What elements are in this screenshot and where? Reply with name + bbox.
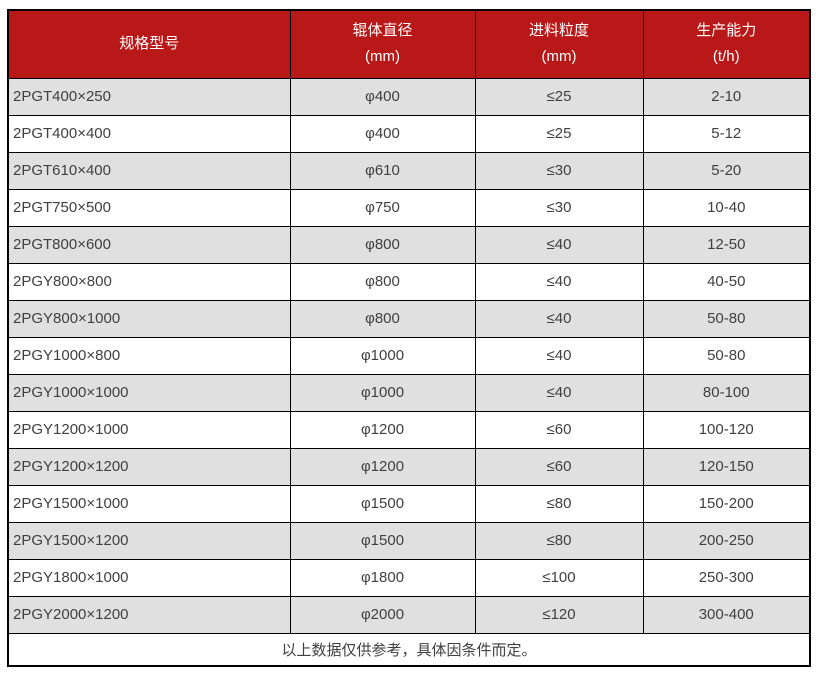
cell-capacity: 300-400 [642, 595, 811, 634]
table-body: 2PGT400×250 φ400 ≤25 2-10 2PGT400×400 φ4… [7, 77, 811, 634]
cell-feed-size: ≤80 [474, 484, 644, 523]
table-row: 2PGY800×800 φ800 ≤40 40-50 [7, 262, 811, 301]
cell-feed-size: ≤30 [474, 188, 644, 227]
cell-feed-size: ≤40 [474, 336, 644, 375]
cell-capacity: 5-20 [642, 151, 811, 190]
header-model-title: 规格型号 [119, 34, 180, 52]
header-model: 规格型号 [7, 9, 291, 79]
table-header: 规格型号 辊体直径 (mm) 进料粒度 (mm) 生产能力 (t/h) [7, 9, 811, 79]
cell-diameter: φ1500 [289, 484, 476, 523]
table-row: 2PGY2000×1200 φ2000 ≤120 300-400 [7, 595, 811, 634]
cell-feed-size: ≤25 [474, 114, 644, 153]
cell-capacity: 80-100 [642, 373, 811, 412]
header-capacity: 生产能力 (t/h) [642, 9, 811, 79]
cell-feed-size: ≤60 [474, 410, 644, 449]
cell-model: 2PGT400×250 [7, 77, 291, 116]
cell-diameter: φ800 [289, 225, 476, 264]
cell-capacity: 12-50 [642, 225, 811, 264]
spec-table-container: 规格型号 辊体直径 (mm) 进料粒度 (mm) 生产能力 (t/h) [7, 9, 811, 667]
cell-capacity: 5-12 [642, 114, 811, 153]
cell-feed-size: ≤40 [474, 225, 644, 264]
cell-diameter: φ400 [289, 77, 476, 116]
header-roller-diameter-title: 辊体直径 [352, 21, 413, 39]
header-feed-size-unit: (mm) [541, 48, 577, 66]
cell-capacity: 200-250 [642, 521, 811, 560]
cell-feed-size: ≤100 [474, 558, 644, 597]
header-capacity-unit: (t/h) [712, 48, 740, 66]
table-row: 2PGT400×250 φ400 ≤25 2-10 [7, 77, 811, 116]
cell-capacity: 10-40 [642, 188, 811, 227]
cell-feed-size: ≤60 [474, 447, 644, 486]
footnote-row: 以上数据仅供参考，具体因条件而定。 [7, 632, 811, 667]
spec-table: 规格型号 辊体直径 (mm) 进料粒度 (mm) 生产能力 (t/h) [7, 9, 811, 667]
header-capacity-title: 生产能力 [696, 21, 757, 39]
footnote: 以上数据仅供参考，具体因条件而定。 [7, 632, 811, 667]
cell-capacity: 120-150 [642, 447, 811, 486]
cell-model: 2PGY1500×1000 [7, 484, 291, 523]
cell-capacity: 50-80 [642, 299, 811, 338]
table-row: 2PGY1500×1000 φ1500 ≤80 150-200 [7, 484, 811, 523]
cell-diameter: φ610 [289, 151, 476, 190]
cell-model: 2PGT800×600 [7, 225, 291, 264]
cell-diameter: φ400 [289, 114, 476, 153]
cell-model: 2PGY800×800 [7, 262, 291, 301]
header-feed-size-title: 进料粒度 [528, 21, 589, 39]
cell-diameter: φ1500 [289, 521, 476, 560]
cell-feed-size: ≤80 [474, 521, 644, 560]
cell-diameter: φ800 [289, 299, 476, 338]
cell-capacity: 2-10 [642, 77, 811, 116]
cell-model: 2PGT610×400 [7, 151, 291, 190]
cell-diameter: φ2000 [289, 595, 476, 634]
cell-diameter: φ750 [289, 188, 476, 227]
table-row: 2PGT800×600 φ800 ≤40 12-50 [7, 225, 811, 264]
cell-model: 2PGY800×1000 [7, 299, 291, 338]
cell-model: 2PGY1000×800 [7, 336, 291, 375]
cell-capacity: 50-80 [642, 336, 811, 375]
cell-capacity: 250-300 [642, 558, 811, 597]
table-row: 2PGY1000×800 φ1000 ≤40 50-80 [7, 336, 811, 375]
table-row: 2PGY1000×1000 φ1000 ≤40 80-100 [7, 373, 811, 412]
cell-feed-size: ≤120 [474, 595, 644, 634]
table-row: 2PGY1800×1000 φ1800 ≤100 250-300 [7, 558, 811, 597]
header-roller-diameter-unit: (mm) [365, 48, 400, 66]
table-row: 2PGY800×1000 φ800 ≤40 50-80 [7, 299, 811, 338]
cell-model: 2PGT750×500 [7, 188, 291, 227]
cell-feed-size: ≤40 [474, 373, 644, 412]
cell-model: 2PGY2000×1200 [7, 595, 291, 634]
cell-feed-size: ≤25 [474, 77, 644, 116]
cell-model: 2PGY1200×1000 [7, 410, 291, 449]
cell-diameter: φ1000 [289, 373, 476, 412]
table-row: 2PGY1500×1200 φ1500 ≤80 200-250 [7, 521, 811, 560]
cell-diameter: φ1200 [289, 447, 476, 486]
cell-feed-size: ≤30 [474, 151, 644, 190]
table-row: 2PGT610×400 φ610 ≤30 5-20 [7, 151, 811, 190]
cell-capacity: 40-50 [642, 262, 811, 301]
cell-capacity: 100-120 [642, 410, 811, 449]
table-row: 2PGT750×500 φ750 ≤30 10-40 [7, 188, 811, 227]
cell-model: 2PGY1000×1000 [7, 373, 291, 412]
table-row: 2PGT400×400 φ400 ≤25 5-12 [7, 114, 811, 153]
cell-diameter: φ1000 [289, 336, 476, 375]
cell-diameter: φ1200 [289, 410, 476, 449]
cell-model: 2PGY1200×1200 [7, 447, 291, 486]
cell-model: 2PGY1500×1200 [7, 521, 291, 560]
cell-capacity: 150-200 [642, 484, 811, 523]
table-footer: 以上数据仅供参考，具体因条件而定。 [7, 632, 811, 667]
cell-feed-size: ≤40 [474, 262, 644, 301]
header-row: 规格型号 辊体直径 (mm) 进料粒度 (mm) 生产能力 (t/h) [7, 9, 811, 79]
table-row: 2PGY1200×1000 φ1200 ≤60 100-120 [7, 410, 811, 449]
header-feed-size: 进料粒度 (mm) [474, 9, 644, 79]
cell-diameter: φ1800 [289, 558, 476, 597]
cell-model: 2PGY1800×1000 [7, 558, 291, 597]
table-row: 2PGY1200×1200 φ1200 ≤60 120-150 [7, 447, 811, 486]
cell-diameter: φ800 [289, 262, 476, 301]
header-roller-diameter: 辊体直径 (mm) [289, 9, 476, 79]
cell-model: 2PGT400×400 [7, 114, 291, 153]
cell-feed-size: ≤40 [474, 299, 644, 338]
